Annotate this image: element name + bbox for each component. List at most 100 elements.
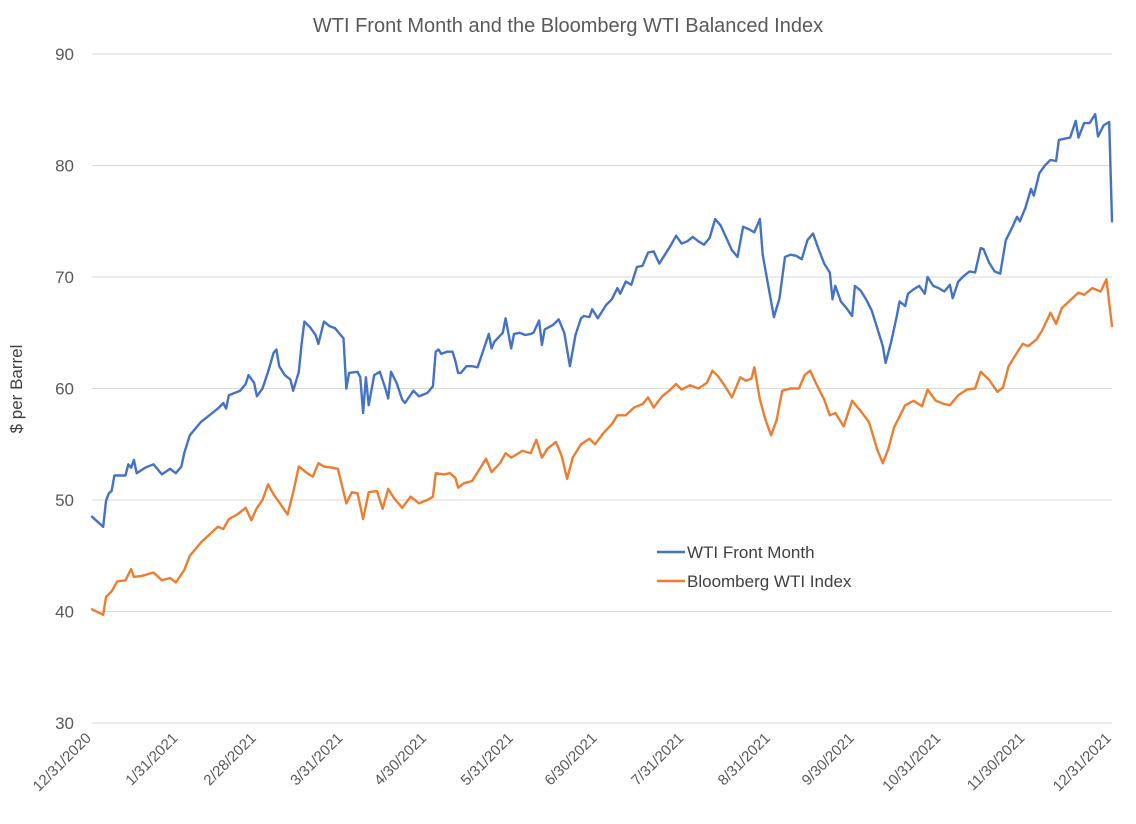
data-point: [401, 398, 404, 401]
data-point: [216, 407, 219, 410]
data-point: [949, 404, 951, 407]
data-point: [244, 383, 247, 385]
data-point: [602, 432, 605, 434]
data-point: [334, 327, 336, 330]
data-point: [588, 437, 591, 440]
data-point: [1063, 137, 1066, 140]
data-point: [272, 493, 275, 496]
data-point: [951, 297, 954, 300]
data-point: [616, 414, 619, 417]
series-line: [90, 112, 1114, 528]
data-point: [686, 240, 689, 243]
data-point: [711, 369, 714, 372]
data-point: [110, 490, 113, 492]
data-point: [135, 472, 138, 475]
data-point: [912, 399, 915, 402]
data-point: [926, 388, 929, 391]
data-point: [778, 297, 781, 300]
data-point: [1038, 172, 1041, 175]
data-point: [918, 285, 921, 287]
data-point: [426, 392, 429, 394]
data-point: [434, 350, 437, 353]
data-point: [736, 256, 739, 258]
data-point: [1018, 220, 1021, 223]
data-point: [887, 447, 890, 450]
data-point: [904, 305, 907, 307]
data-point: [893, 426, 895, 429]
series-1: [90, 278, 1114, 616]
data-point: [1069, 299, 1071, 302]
data-point: [236, 513, 239, 516]
data-point: [828, 271, 831, 274]
data-point: [510, 347, 513, 350]
data-point: [267, 370, 269, 373]
data-point: [130, 466, 133, 469]
data-point: [789, 253, 792, 256]
data-point: [731, 396, 733, 399]
data-point: [935, 399, 937, 402]
data-point: [493, 340, 496, 343]
data-point: [457, 486, 459, 489]
data-point: [923, 292, 926, 295]
y-tick-label: 80: [55, 157, 74, 176]
data-point: [912, 288, 915, 291]
x-tick-label: 8/31/2021: [715, 730, 774, 789]
data-point: [501, 331, 504, 334]
data-point: [541, 344, 543, 346]
data-point: [1083, 293, 1085, 296]
data-point: [624, 414, 627, 417]
data-point: [188, 554, 191, 557]
data-point: [697, 240, 700, 243]
data-point: [979, 247, 982, 249]
data-point: [216, 525, 219, 528]
data-point: [580, 443, 582, 446]
y-tick-label: 40: [55, 603, 74, 622]
x-tick-label: 2/28/2021: [200, 730, 259, 789]
x-tick-label: 6/30/2021: [541, 730, 600, 789]
data-point: [448, 472, 451, 475]
data-point: [1058, 139, 1060, 141]
data-point: [616, 287, 619, 289]
data-point: [580, 317, 582, 320]
data-point: [127, 463, 130, 466]
data-point: [926, 276, 929, 278]
data-point: [759, 398, 761, 401]
data-point: [283, 374, 286, 376]
x-tick-label: 12/31/2020: [30, 730, 95, 795]
series-0: [90, 112, 1114, 528]
data-point: [641, 403, 644, 405]
data-point: [256, 395, 258, 398]
data-point: [1032, 194, 1035, 197]
data-point: [865, 298, 867, 301]
data-point: [384, 387, 387, 390]
data-point: [465, 365, 468, 368]
data-point: [113, 474, 116, 477]
data-point: [569, 365, 571, 368]
data-point: [1055, 160, 1057, 162]
data-point: [342, 337, 345, 340]
data-point: [490, 471, 493, 473]
data-point: [409, 495, 412, 498]
x-tick-label: 5/31/2021: [458, 730, 517, 789]
data-point: [1060, 307, 1063, 310]
data-point: [764, 418, 767, 421]
y-tick-label: 70: [55, 268, 74, 287]
data-point: [739, 376, 742, 379]
data-point: [395, 382, 398, 384]
data-point: [317, 343, 320, 345]
data-point: [806, 239, 809, 242]
data-point: [387, 397, 390, 400]
data-point: [582, 315, 585, 317]
data-point: [183, 452, 186, 455]
data-point: [731, 249, 733, 252]
data-point: [373, 374, 376, 376]
y-tick-label: 60: [55, 380, 74, 399]
data-point: [169, 577, 172, 579]
data-point: [834, 412, 837, 414]
data-point: [543, 328, 546, 331]
data-point: [705, 382, 708, 384]
x-tick-label: 3/31/2021: [287, 730, 346, 789]
data-point: [110, 590, 113, 593]
data-point: [789, 387, 792, 390]
data-point: [381, 508, 384, 510]
